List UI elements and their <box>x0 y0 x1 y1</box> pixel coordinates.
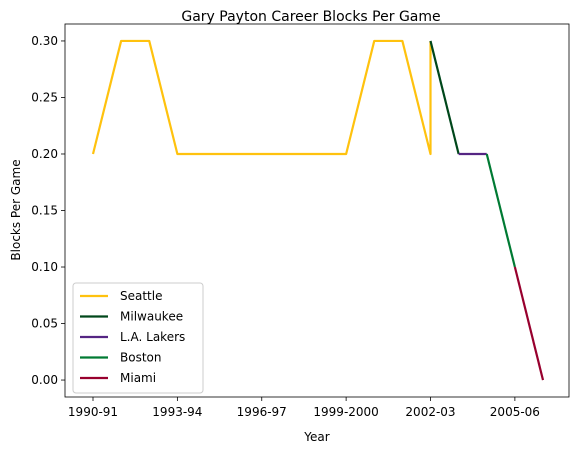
x-axis: 1990-91 1993-94 1996-97 1999-2000 2002-03 200… <box>68 397 540 419</box>
y-axis-title: Blocks Per Game <box>9 159 23 260</box>
legend: Seattle Milwaukee L.A. Lakers Boston Miami <box>72 282 204 394</box>
y-tick-label: 0.25 <box>31 90 58 104</box>
series-lines <box>91 39 545 381</box>
x-tick-label: 1996-97 <box>237 405 287 419</box>
y-tick-label: 0.10 <box>31 260 58 274</box>
series-line-seattle <box>91 39 432 156</box>
x-tick-label: 2005-06 <box>490 405 540 419</box>
series-line-milwaukee <box>429 40 460 155</box>
y-axis: 0.00 0.05 0.10 0.15 0.20 0.25 0.30 <box>31 34 65 387</box>
chart-title: Gary Payton Career Blocks Per Game <box>181 9 440 25</box>
y-tick-label: 0.05 <box>31 317 58 331</box>
legend-label: L.A. Lakers <box>120 330 185 344</box>
x-tick-label: 1999-2000 <box>313 405 378 419</box>
y-tick-label: 0.30 <box>31 34 58 48</box>
y-tick-label: 0.00 <box>31 373 58 387</box>
legend-label: Miami <box>120 371 156 385</box>
x-axis-title: Year <box>303 430 329 444</box>
series-line-boston <box>485 153 516 268</box>
legend-label: Seattle <box>120 289 162 303</box>
series-line-miami <box>513 266 545 381</box>
legend-label: Milwaukee <box>120 310 183 324</box>
legend-box <box>72 282 204 394</box>
x-tick-label: 1990-91 <box>68 405 118 419</box>
y-tick-label: 0.15 <box>31 204 58 218</box>
y-tick-label: 0.20 <box>31 147 58 161</box>
legend-label: Boston <box>120 351 161 365</box>
x-tick-label: 1993-94 <box>152 405 202 419</box>
x-tick-label: 2002-03 <box>405 405 455 419</box>
